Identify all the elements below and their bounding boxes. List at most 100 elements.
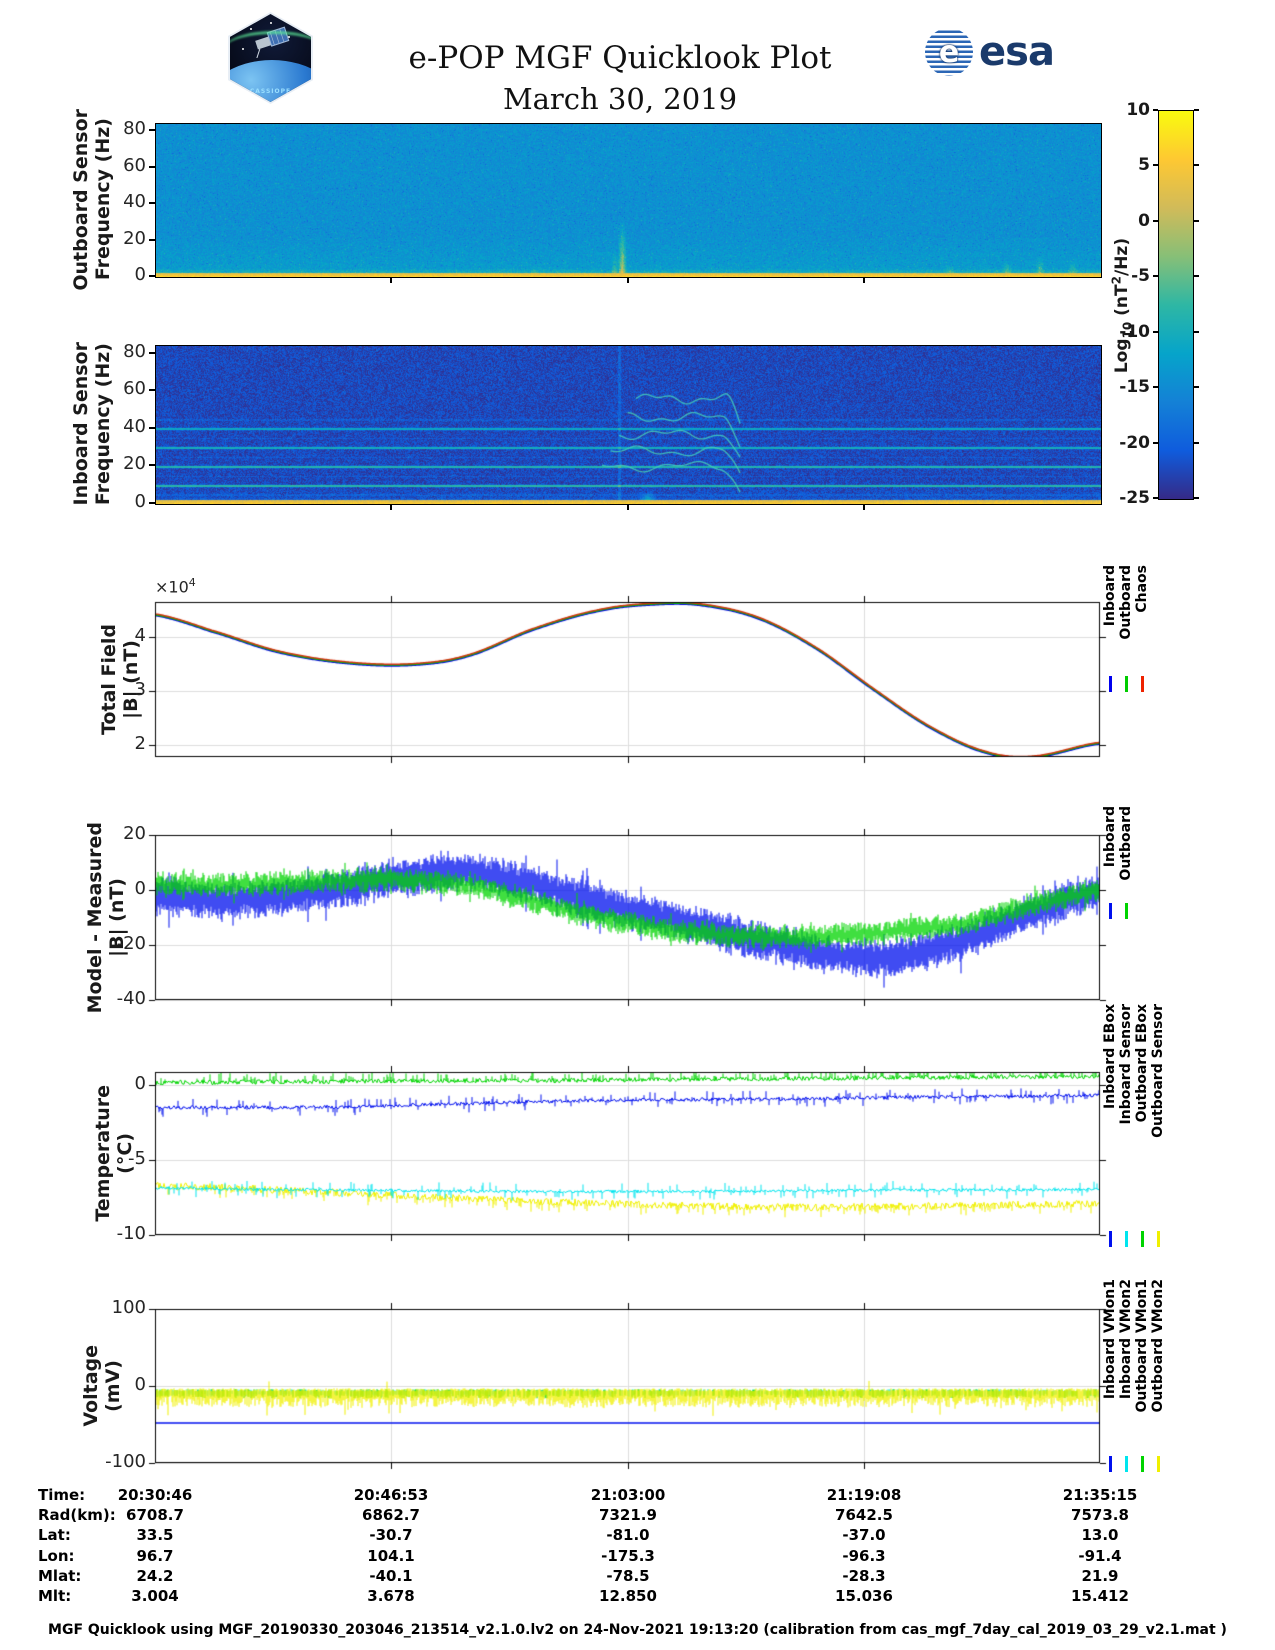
- axis-tick: [626, 504, 629, 510]
- star-icon: [270, 22, 272, 24]
- colorbar-tick: [1153, 386, 1158, 389]
- legend-label-outboard-vmon1: Outboard VMon1: [1134, 1279, 1150, 1413]
- legend-key-inboard-ebox: [1103, 1231, 1118, 1247]
- axis-tick: [149, 165, 155, 168]
- y-tick-label: -5: [128, 1148, 146, 1170]
- colorbar-tick-label: 5: [1138, 155, 1150, 176]
- table-cell: 3.004: [131, 1587, 179, 1605]
- y-tick-label: 60: [123, 154, 146, 176]
- y-tick-label: 60: [123, 378, 146, 400]
- colorbar-gradient: [1158, 110, 1194, 500]
- temperature-plot: [147, 1064, 1108, 1243]
- y-tick-label: 100: [111, 1297, 146, 1318]
- colorbar-tick-label: -5: [1131, 266, 1150, 287]
- y-tick-label: -20: [116, 933, 146, 954]
- colorbar-tick: [1194, 441, 1199, 444]
- colorbar-title-part: /Hz): [1112, 237, 1133, 277]
- colorbar-title-part: 10: [1120, 321, 1135, 339]
- legend-key-chaos: [1135, 676, 1150, 692]
- legend-label-inboard: Inboard: [1102, 565, 1118, 627]
- table-row-label: Time:: [38, 1486, 86, 1504]
- legend-label-inboard-vmon1: Inboard VMon1: [1102, 1279, 1118, 1400]
- inboard-spectrogram-heatmap: [155, 345, 1102, 505]
- scale-prefix: ×10: [155, 577, 189, 597]
- table-cell: 7321.9: [599, 1506, 657, 1525]
- legend-key-swatch: [1109, 903, 1112, 919]
- legend-key-inboard: [1103, 676, 1118, 692]
- table-cell: 21:35:15: [1062, 1486, 1138, 1504]
- table-cell: 7573.8: [1071, 1506, 1129, 1525]
- y-tick-label: 2: [134, 733, 146, 755]
- legend-key-inboard-vmon1: [1103, 1456, 1118, 1472]
- footer-caption: MGF Quicklook using MGF_20190330_203046_…: [48, 1622, 1227, 1638]
- legend-label-outboard: Outboard: [1118, 806, 1134, 881]
- table-cell: 33.5: [136, 1526, 174, 1545]
- axis-tick: [149, 202, 155, 205]
- model-minus-measured-legend-keys: [1103, 903, 1134, 919]
- table-row-lat: Lat: 33.5 -30.7 -81.0 -37.0 13.0: [0, 1526, 1275, 1546]
- table-row-rad-km: Rad(km): 6708.7 6862.7 7321.9 7642.5 7573.8: [0, 1506, 1275, 1526]
- y-tick-label: -10: [116, 1223, 146, 1244]
- legend-key-swatch: [1141, 676, 1144, 692]
- legend-key-outboard-sensor: [1151, 1231, 1166, 1247]
- y-tick-label: 20: [123, 227, 146, 249]
- legend-key-outboard-vmon2: [1151, 1456, 1166, 1472]
- legend-key-outboard: [1119, 676, 1134, 692]
- axis-tick: [149, 426, 155, 429]
- y-tick-label: 20: [123, 823, 146, 844]
- table-cell: 3.678: [367, 1587, 415, 1605]
- legend-key-swatch: [1125, 1231, 1128, 1247]
- colorbar-tick: [1194, 275, 1199, 278]
- axis-tick: [862, 504, 865, 510]
- legend-label-outboard-vmon2: Outboard VMon2: [1150, 1279, 1166, 1413]
- colorbar-tick: [1194, 219, 1199, 222]
- esa-globe-letter: e: [938, 34, 960, 70]
- table-row-mlt: Mlt: 3.004 3.678 12.850 15.036 15.412: [0, 1587, 1275, 1607]
- colorbar-title-part: 2: [1109, 276, 1124, 285]
- table-cell: -37.0: [842, 1526, 886, 1545]
- model-minus-measured-y-axis-label: Model - Measured |B| (nT): [84, 822, 128, 1013]
- legend-key-swatch: [1141, 1456, 1144, 1472]
- colorbar-tick: [1153, 275, 1158, 278]
- y-tick-label: 20: [123, 453, 146, 475]
- axis-tick: [149, 464, 155, 467]
- legend-key-inboard: [1103, 903, 1118, 919]
- axis-tick: [390, 277, 393, 283]
- legend-key-swatch: [1157, 1456, 1160, 1472]
- colorbar-tick-label: 0: [1138, 210, 1150, 231]
- total-field-plot: [147, 594, 1108, 765]
- colorbar-tick: [1153, 330, 1158, 333]
- colorbar-tick-label: -10: [1119, 321, 1150, 342]
- colorbar-tick-label: 10: [1126, 100, 1150, 120]
- y-tick-label: 0: [134, 1374, 146, 1395]
- table-cell: 104.1: [367, 1546, 415, 1565]
- table-row-label: Lon:: [38, 1546, 75, 1565]
- table-cell: 21.9: [1081, 1566, 1119, 1585]
- colorbar-tick: [1194, 386, 1199, 389]
- colorbar-title-part: (nT: [1112, 284, 1133, 322]
- legend-key-swatch: [1125, 1456, 1128, 1472]
- colorbar-tick: [1194, 164, 1199, 167]
- table-cell: -96.3: [842, 1546, 886, 1565]
- y-tick-label: 0: [134, 491, 146, 512]
- legend-key-inboard-sensor: [1119, 1231, 1134, 1247]
- axis-tick: [149, 389, 155, 392]
- outboard-spectrogram-heatmap: [155, 123, 1102, 278]
- colorbar-tick: [1153, 497, 1158, 499]
- total-field-legend-keys: [1103, 676, 1150, 692]
- table-cell: -81.0: [606, 1526, 650, 1545]
- table-row-time: Time: 20:30:46 20:46:53 21:03:00 21:19:08 21:…: [0, 1486, 1275, 1506]
- table-cell: 7642.5: [835, 1506, 893, 1525]
- temperature-legend: Inboard EBox Inboard Sensor Outboard EBox O…: [1102, 1004, 1166, 1138]
- table-row-label: Lat:: [38, 1526, 71, 1545]
- legend-label-outboard-sensor: Outboard Sensor: [1150, 1004, 1166, 1138]
- table-row-label: Mlt:: [38, 1587, 72, 1605]
- axis-tick: [149, 238, 155, 241]
- legend-label-outboard-ebox: Outboard EBox: [1134, 1004, 1150, 1123]
- colorbar-tick-label: -25: [1119, 488, 1150, 508]
- table-row-lon: Lon: 96.7 104.1 -175.3 -96.3 -91.4: [0, 1547, 1275, 1567]
- colorbar-tick-label: -15: [1119, 377, 1150, 398]
- axis-tick: [626, 277, 629, 283]
- table-cell: -28.3: [842, 1566, 886, 1585]
